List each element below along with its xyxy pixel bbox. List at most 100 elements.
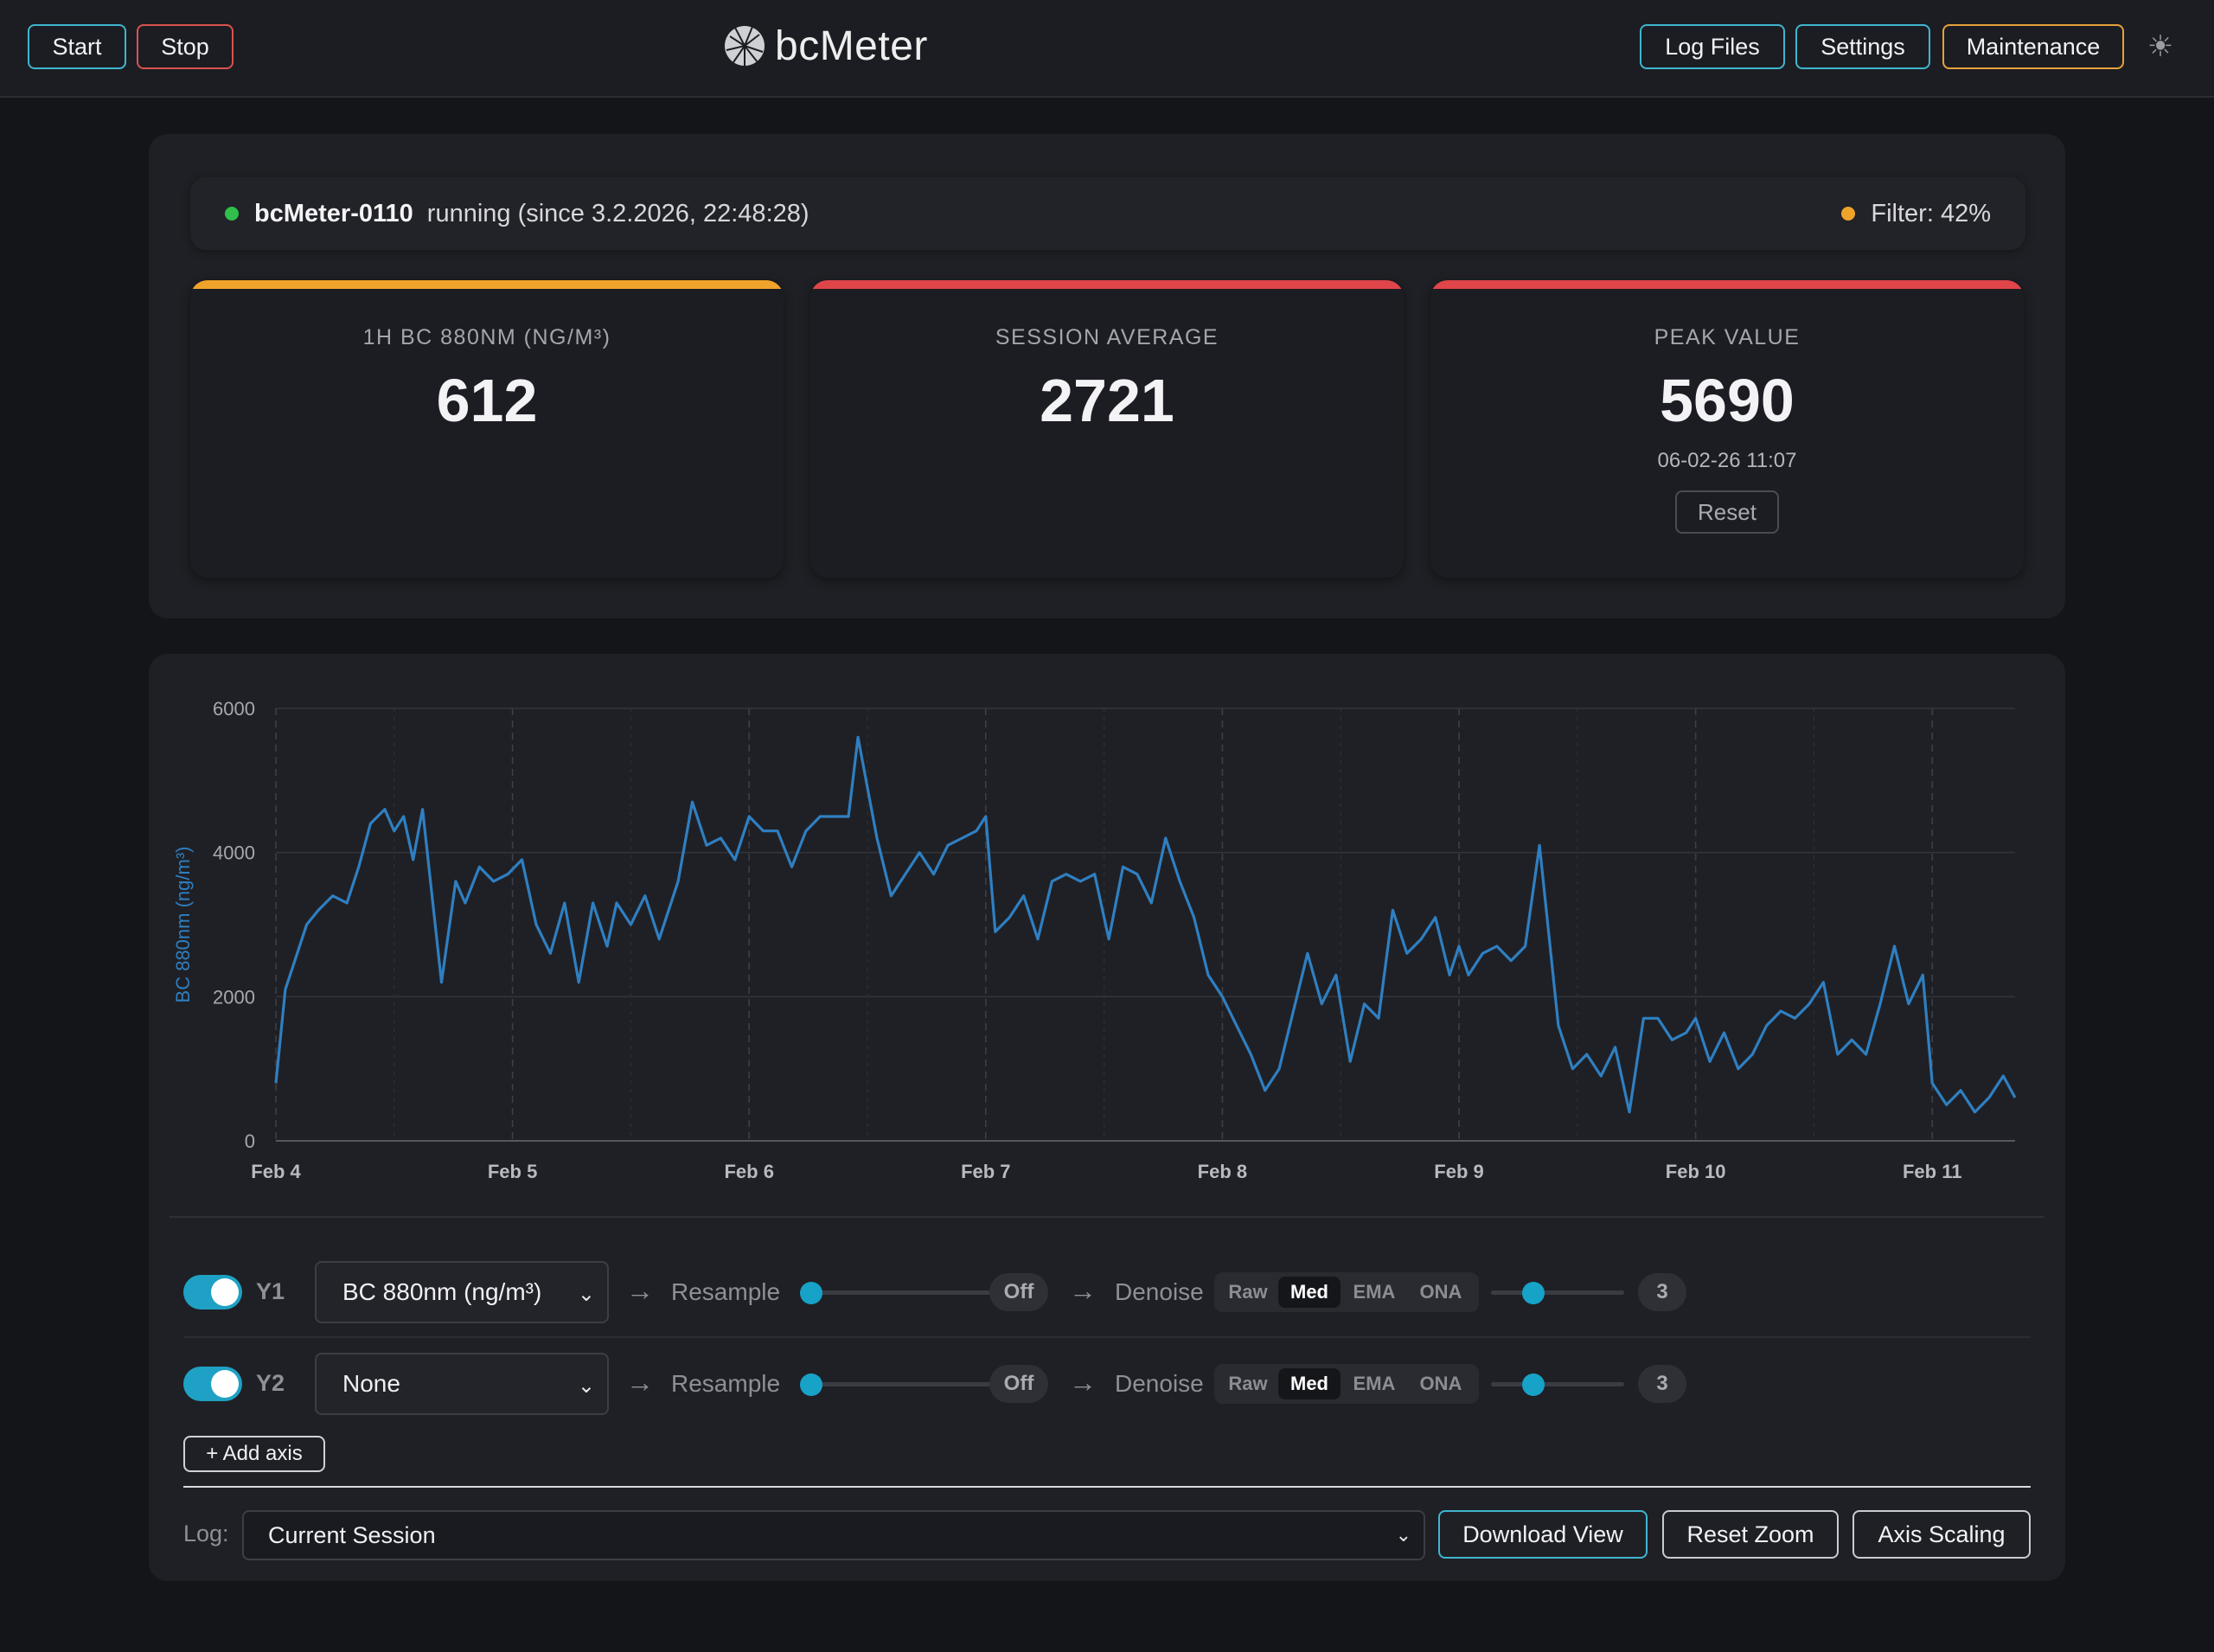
app-name: bcMeter <box>775 22 928 69</box>
y-tick-label: 6000 <box>213 698 255 720</box>
denoise-mode-med[interactable]: Med <box>1278 1277 1341 1308</box>
device-state: running (since 3.2.2026, 22:48:28) <box>426 199 809 227</box>
card-accent-bar <box>810 280 1404 289</box>
y-tick-label: 2000 <box>213 986 255 1008</box>
metric-select-value: BC 880nm (ng/m³) <box>342 1278 542 1305</box>
log-select[interactable]: Current Session ⌄ <box>242 1510 1425 1560</box>
metric-select[interactable]: None ⌄ <box>315 1353 609 1415</box>
maintenance-button[interactable]: Maintenance <box>1942 24 2124 69</box>
metric-select[interactable]: BC 880nm (ng/m³) ⌄ <box>315 1261 609 1323</box>
axis-toggle[interactable] <box>183 1275 242 1309</box>
app-logo: bcMeter <box>723 19 928 73</box>
axis-row-y1: Y1 BC 880nm (ng/m³) ⌄ → Resample Off → Denoise R… <box>183 1261 1688 1323</box>
x-tick-label: Feb 10 <box>1666 1161 1726 1182</box>
denoise-value: 3 <box>1638 1365 1686 1403</box>
bcmeter-logo-icon <box>725 26 765 66</box>
filter-indicator-icon <box>1841 207 1856 221</box>
axis-label: Y2 <box>256 1370 285 1396</box>
denoise-slider-track[interactable] <box>1491 1290 1624 1295</box>
x-axis-ticks: Feb 4 Feb 5 Feb 6 Feb 7 Feb 8 Feb 9 Feb 10 Feb … <box>251 1161 1961 1182</box>
toggle-knob <box>211 1278 239 1306</box>
chart-divider <box>170 1216 2044 1218</box>
start-button[interactable]: Start <box>28 24 126 69</box>
download-view-button[interactable]: Download View <box>1438 1510 1648 1559</box>
card-value: 612 <box>436 367 538 434</box>
denoise-mode-med[interactable]: Med <box>1278 1368 1341 1399</box>
peak-timestamp: 06-02-26 11:07 <box>1657 449 1797 472</box>
axis-label: Y1 <box>256 1278 285 1304</box>
denoise-slider-handle[interactable] <box>1522 1282 1545 1304</box>
log-select-value: Current Session <box>268 1521 436 1548</box>
x-tick-label: Feb 9 <box>1434 1161 1483 1182</box>
card-label: SESSION AVERAGE <box>995 325 1219 349</box>
chevron-down-icon: ⌄ <box>577 1283 595 1306</box>
denoise-mode-ema[interactable]: EMA <box>1353 1281 1396 1303</box>
denoise-mode-ona[interactable]: ONA <box>1419 1281 1462 1303</box>
metric-card-1h: 1H BC 880NM (NG/M³) 612 <box>190 280 784 578</box>
log-separator <box>183 1486 2031 1488</box>
y-tick-label: 4000 <box>213 842 255 864</box>
filter-status: Filter: 42% <box>1841 200 1991 228</box>
y-axis-label: BC 880nm (ng/m³) <box>172 847 194 1003</box>
card-value: 2721 <box>1040 367 1174 434</box>
metric-card-session-average: SESSION AVERAGE 2721 <box>810 280 1404 578</box>
top-bar: Start Stop bcMeter Log Files Settings Ma… <box>0 0 2214 98</box>
axis-row-y2: Y2 None ⌄ → Resample Off → Denoise Raw Med EMA ONA 3 <box>183 1353 1688 1415</box>
settings-button[interactable]: Settings <box>1795 24 1930 69</box>
denoise-label: Denoise <box>1115 1278 1204 1305</box>
card-accent-bar <box>190 280 784 289</box>
y-axis-ticks: 0 2000 4000 6000 <box>213 698 255 1152</box>
x-tick-label: Feb 5 <box>488 1161 537 1182</box>
denoise-slider-track[interactable] <box>1491 1382 1624 1386</box>
denoise-mode-raw[interactable]: Raw <box>1228 1281 1268 1303</box>
x-tick-label: Feb 4 <box>251 1161 301 1182</box>
reset-peak-button[interactable]: Reset <box>1675 490 1779 534</box>
axis-toggle[interactable] <box>183 1367 242 1401</box>
denoise-mode-ona[interactable]: ONA <box>1419 1373 1462 1394</box>
card-accent-bar <box>1430 280 2024 289</box>
resample-slider-track[interactable] <box>800 1290 990 1295</box>
chevron-down-icon: ⌄ <box>577 1374 595 1398</box>
log-files-button[interactable]: Log Files <box>1640 24 1785 69</box>
resample-value: Off <box>989 1273 1048 1311</box>
metric-card-peak: PEAK VALUE 5690 06-02-26 11:07 Reset <box>1430 280 2024 578</box>
x-tick-label: Feb 7 <box>961 1161 1010 1182</box>
reset-zoom-button[interactable]: Reset Zoom <box>1662 1510 1839 1559</box>
x-tick-label: Feb 11 <box>1903 1161 1961 1182</box>
chart-panel <box>149 654 2065 1581</box>
denoise-mode-group: Raw Med EMA ONA <box>1214 1272 1479 1312</box>
x-tick-label: Feb 8 <box>1198 1161 1247 1182</box>
row-separator <box>183 1336 2031 1338</box>
arrow-right-icon: → <box>626 1367 654 1398</box>
denoise-slider-handle[interactable] <box>1522 1373 1545 1396</box>
device-status-bar: bcMeter-0110 running (since 3.2.2026, 22… <box>190 177 2025 250</box>
denoise-mode-group: Raw Med EMA ONA <box>1214 1364 1479 1404</box>
stop-button[interactable]: Stop <box>137 24 234 69</box>
denoise-mode-raw[interactable]: Raw <box>1228 1373 1268 1394</box>
resample-label: Resample <box>671 1370 781 1397</box>
add-axis-button[interactable]: + Add axis <box>183 1436 325 1472</box>
y-tick-label: 0 <box>245 1130 255 1152</box>
arrow-right-icon: → <box>1069 1367 1097 1398</box>
resample-slider-handle[interactable] <box>800 1282 822 1304</box>
metric-select-value: None <box>342 1370 400 1397</box>
log-label: Log: <box>183 1521 229 1546</box>
axis-scaling-button[interactable]: Axis Scaling <box>1852 1510 2031 1559</box>
chevron-down-icon: ⌄ <box>1395 1524 1411 1546</box>
x-tick-label: Feb 6 <box>724 1161 773 1182</box>
toggle-knob <box>211 1370 239 1398</box>
resample-label: Resample <box>671 1278 781 1305</box>
card-label: 1H BC 880NM (NG/M³) <box>362 325 611 349</box>
sun-icon[interactable]: ☀ <box>2147 30 2174 63</box>
resample-value: Off <box>989 1365 1048 1403</box>
resample-slider-track[interactable] <box>800 1382 990 1386</box>
running-indicator-icon <box>225 207 239 221</box>
filter-label: Filter: 42% <box>1871 199 1991 227</box>
arrow-right-icon: → <box>1069 1275 1097 1306</box>
card-label: PEAK VALUE <box>1654 325 1801 349</box>
denoise-value: 3 <box>1638 1273 1686 1311</box>
card-value: 5690 <box>1660 367 1795 434</box>
resample-slider-handle[interactable] <box>800 1373 822 1396</box>
denoise-mode-ema[interactable]: EMA <box>1353 1373 1396 1394</box>
